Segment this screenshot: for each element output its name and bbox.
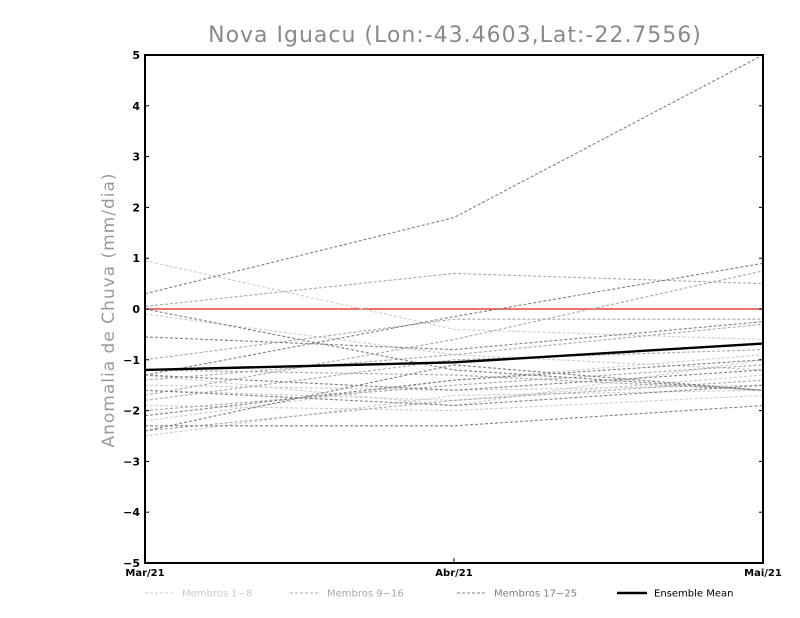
legend: Membros 1−8 Membros 9−16 Membros 17−25 Ense…	[145, 589, 733, 600]
series-layer	[144, 54, 764, 437]
member-line-m3	[144, 374, 764, 401]
member-line-m11	[144, 323, 764, 381]
y-axis-label: Anomalia de Chuva (mm/dia)	[99, 172, 119, 447]
y-tick-label: 5	[132, 49, 140, 62]
member-line-m2	[144, 389, 764, 437]
member-line-m24	[144, 384, 764, 407]
x-tick-label: Abr/21	[435, 568, 472, 579]
member-line-m17	[144, 54, 764, 295]
y-tick-label: 2	[132, 201, 140, 214]
member-line-m22	[144, 369, 764, 391]
member-line-m4	[144, 359, 764, 407]
y-tick-label: −2	[123, 405, 140, 418]
legend-label: Membros 9−16	[327, 589, 404, 600]
member-line-m21	[145, 404, 764, 427]
member-line-m23	[144, 359, 764, 417]
y-tick-label: 0	[132, 303, 140, 316]
member-line-m13	[144, 369, 764, 391]
x-tick-label: Mai/21	[744, 568, 782, 579]
chart-title: Nova Iguacu (Lon:-43.4603,Lat:-22.7556)	[208, 23, 702, 48]
legend-label: Membros 1−8	[182, 589, 252, 600]
legend-label: Ensemble Mean	[654, 589, 733, 600]
member-line-m8	[144, 394, 764, 412]
y-tick-label: 3	[132, 151, 140, 164]
member-line-m10	[144, 270, 764, 396]
y-tick-label: −3	[123, 455, 140, 468]
member-line-m19	[144, 308, 764, 391]
y-tick-label: 4	[132, 100, 140, 113]
ensemble-mean-line	[144, 342, 764, 372]
legend-label: Membros 17−25	[494, 589, 577, 600]
member-line-m9	[144, 272, 764, 308]
x-tick-label: Mar/21	[125, 568, 164, 579]
member-line-m16	[144, 379, 764, 432]
axis-layer: −5 −4 −3 −2 −1 0 1 2 3 4 5 Mar/21 Abr/21 Mai/21	[123, 49, 782, 579]
y-tick-label: −4	[123, 506, 140, 519]
y-tick-label: 1	[132, 252, 140, 265]
y-tick-label: −5	[123, 557, 140, 570]
member-line-m14	[144, 349, 764, 401]
member-line-m15	[144, 318, 763, 361]
member-line-m1	[144, 260, 764, 341]
member-line-m25	[144, 364, 764, 432]
member-line-m20	[144, 321, 764, 351]
y-tick-label: −1	[123, 354, 140, 367]
member-line-m12	[144, 364, 764, 412]
